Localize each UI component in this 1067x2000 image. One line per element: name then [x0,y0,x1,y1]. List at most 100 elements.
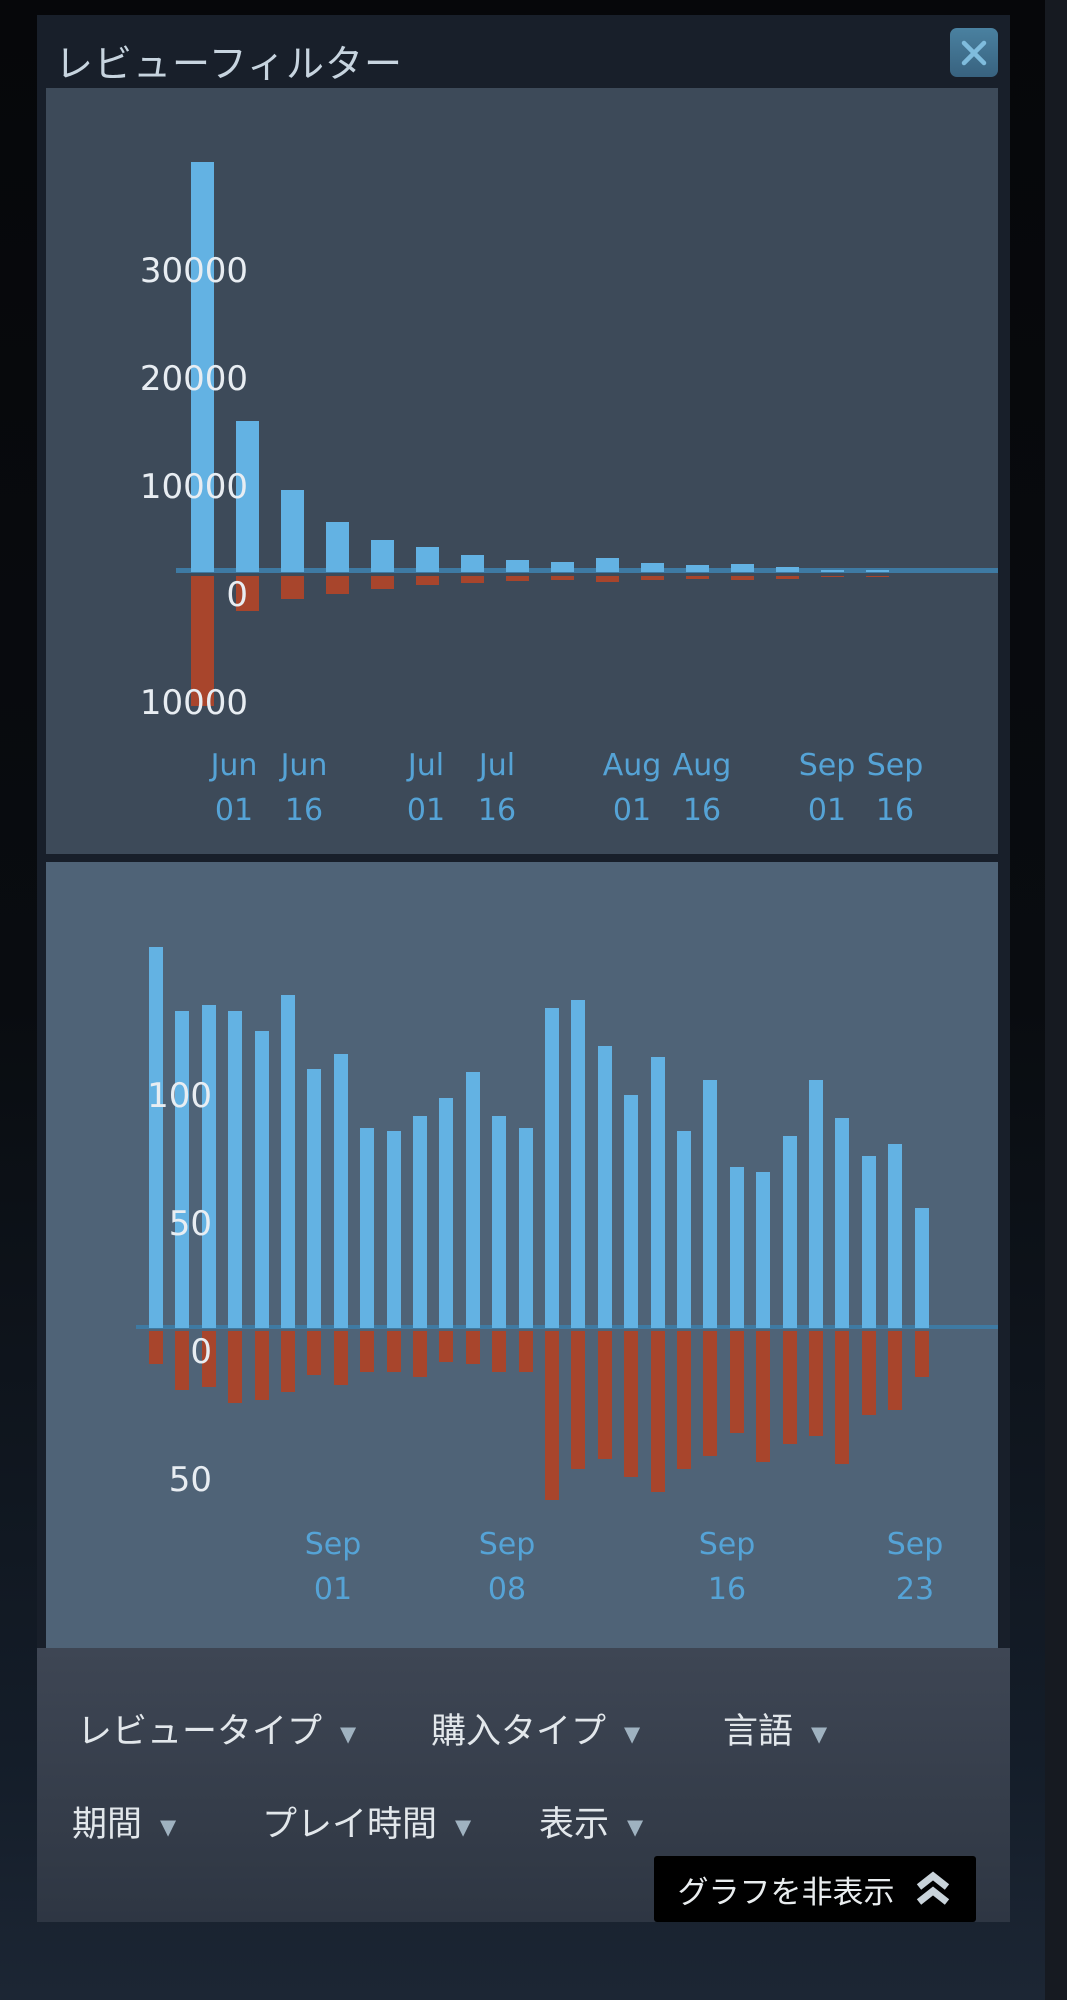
bar-positive [756,1172,770,1328]
filter-display[interactable]: 表示 ▼ [539,1804,643,1846]
bar-negative [307,1331,321,1375]
bar-positive [236,421,259,572]
bar-negative [149,1331,163,1364]
x-axis-label: Sep 01 [304,1527,362,1607]
caret-down-icon: ▼ [340,1722,357,1746]
bar-negative [651,1331,665,1492]
bar-negative [776,576,799,579]
bar-negative [191,576,214,706]
y-axis-label: 100 [147,1076,212,1116]
bar-negative [519,1331,533,1372]
x-axis-label: Aug 16 [672,748,732,828]
bar-negative [360,1331,374,1372]
filter-language[interactable]: 言語 ▼ [723,1711,827,1753]
filter-playtime[interactable]: プレイ時間 ▼ [262,1804,471,1846]
bar-positive [551,562,574,572]
bar-negative [545,1331,559,1500]
filter-language-label: 言語 [723,1712,794,1752]
filter-purchase-type-label: 購入タイプ [431,1712,607,1752]
y-axis-label: 20000 [139,359,248,399]
filter-review-type-label: レビュータイプ [77,1712,323,1752]
caret-down-icon: ▼ [455,1815,472,1839]
bar-negative [371,576,394,589]
bar-positive [677,1131,691,1328]
x-axis-label: Jun 16 [280,748,328,828]
filter-date-range[interactable]: 期間 ▼ [72,1804,176,1846]
bar-negative [686,576,709,579]
filter-date-range-label: 期間 [72,1805,143,1845]
recent-review-histogram[interactable]: 100 50 0 50 Sep 01 Sep 08 Sep 16 Sep 23 [46,862,998,1648]
bar-positive [624,1095,638,1328]
bar-negative [821,576,844,577]
bar-negative [596,576,619,582]
filter-review-type[interactable]: レビュータイプ ▼ [77,1711,356,1753]
bar-negative [439,1331,453,1362]
bar-positive [307,1069,321,1328]
hide-graph-button[interactable]: グラフを非表示 [654,1856,976,1922]
bar-positive [862,1156,876,1328]
bar-positive [281,995,295,1328]
x-axis-label: Sep 16 [866,748,924,828]
page-background-strip [1045,0,1067,2000]
close-icon [961,40,987,65]
bar-negative [598,1331,612,1459]
y-axis-label: 30000 [139,251,248,291]
bar-positive [809,1080,823,1328]
bar-positive [835,1118,849,1328]
bar-negative [281,576,304,599]
bar-negative [551,576,574,580]
y-axis-label: 50 [168,1204,212,1244]
bar-positive [439,1098,453,1328]
overall-review-histogram[interactable]: 30000 20000 10000 0 10000 Jun 01 Jun 16 Jul 01 Jul 1… [46,88,998,854]
bar-negative [236,576,259,611]
caret-down-icon: ▼ [811,1722,828,1746]
bar-positive [783,1136,797,1328]
bar-positive [334,1054,348,1328]
bar-negative [730,1331,744,1433]
bar-positive [191,162,214,572]
bar-positive [866,570,889,572]
close-button[interactable] [950,28,998,77]
x-axis-label: Jul 16 [477,748,517,828]
bar-positive [506,560,529,572]
bar-positive [149,947,163,1328]
bar-negative [334,1331,348,1385]
bar-negative [466,1331,480,1364]
chevron-double-up-icon [916,1871,949,1905]
bar-positive [730,1167,744,1328]
bar-negative [228,1331,242,1403]
bar-positive [571,1000,585,1328]
bar-positive [545,1008,559,1328]
filter-playtime-label: プレイ時間 [262,1805,438,1845]
bar-positive [326,522,349,572]
bar-negative [571,1331,585,1469]
bar-positive [466,1072,480,1328]
bar-positive [387,1131,401,1328]
bar-negative [888,1331,902,1410]
hide-graph-label: グラフを非表示 [677,1874,895,1911]
bar-negative [756,1331,770,1462]
x-axis-label: Sep 01 [798,748,856,828]
y-axis-label: 50 [168,1460,212,1500]
bar-negative [413,1331,427,1377]
bar-positive [731,564,754,572]
zero-axis-line [176,568,998,573]
bar-positive [915,1208,929,1328]
bar-positive [596,558,619,572]
y-axis-label: 10000 [139,467,248,507]
bar-positive [416,547,439,572]
dialog-title: レビューフィルター [55,42,403,86]
filter-purchase-type[interactable]: 購入タイプ ▼ [431,1711,640,1753]
bar-negative [703,1331,717,1456]
x-axis-label: Jul 01 [406,748,446,828]
bar-positive [888,1144,902,1328]
bar-positive [703,1080,717,1328]
bar-negative [809,1331,823,1436]
bar-positive [651,1057,665,1328]
bar-negative [862,1331,876,1415]
bar-negative [624,1331,638,1477]
x-axis-label: Aug 01 [602,748,662,828]
bar-negative [731,576,754,580]
filter-display-label: 表示 [539,1805,610,1845]
bar-negative [506,576,529,581]
